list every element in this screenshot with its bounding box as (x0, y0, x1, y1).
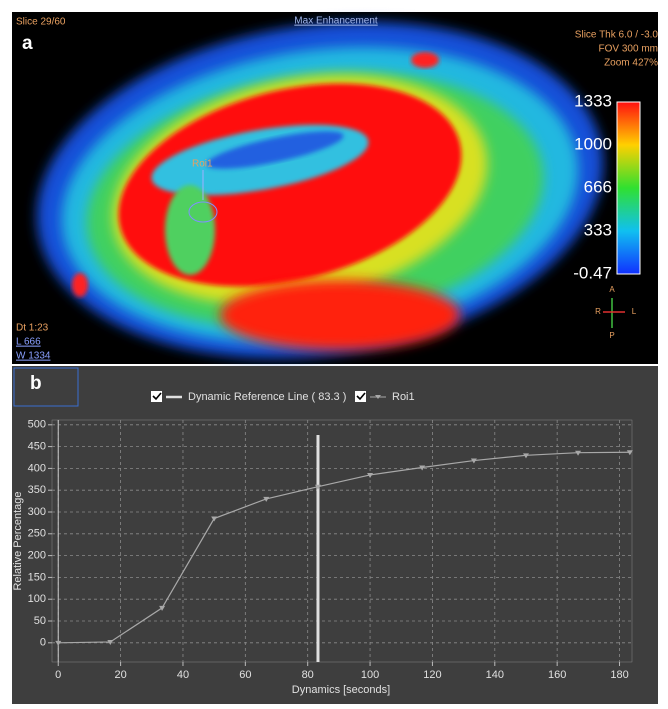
y-tick-label: 400 (28, 462, 46, 474)
info-line: Slice Thk 6.0 / -3.0 (575, 30, 659, 41)
y-tick-label: 50 (34, 615, 46, 627)
y-tick-label: 0 (40, 637, 46, 649)
bottom-info: W 1334 (16, 351, 51, 362)
y-tick-label: 200 (28, 550, 46, 562)
x-tick-label: 80 (302, 669, 314, 681)
slice-info: Slice 29/60 (16, 17, 66, 28)
x-tick-label: 180 (610, 669, 628, 681)
x-tick-label: 20 (114, 669, 126, 681)
colorbar-tick-label: -0.47 (573, 263, 612, 282)
x-tick-label: 100 (361, 669, 379, 681)
roi-label: Roi1 (192, 159, 213, 170)
legend-label: Roi1 (392, 391, 415, 403)
x-tick-label: 40 (177, 669, 189, 681)
x-tick-label: 0 (55, 669, 61, 681)
y-tick-label: 500 (28, 419, 46, 431)
x-tick-label: 160 (548, 669, 566, 681)
info-line: FOV 300 mm (599, 44, 658, 55)
bottom-info: L 666 (16, 337, 41, 348)
orientation: A (609, 285, 615, 294)
mode-label: Max Enhancement (294, 16, 378, 27)
orientation: R (595, 307, 601, 316)
page: a Slice 29/60 Max Enhancement Slice Thk … (0, 0, 668, 709)
figure: a Slice 29/60 Max Enhancement Slice Thk … (0, 0, 668, 704)
bottom-info: Dt 1:23 (16, 323, 49, 334)
info-line: Zoom 427% (604, 58, 658, 69)
y-tick-label: 150 (28, 571, 46, 583)
colorbar-tick-label: 333 (584, 220, 612, 239)
y-tick-label: 100 (28, 593, 46, 605)
x-tick-label: 140 (486, 669, 504, 681)
x-tick-label: 120 (423, 669, 441, 681)
plot-area (52, 420, 632, 662)
colorbar (617, 102, 640, 274)
colorbar-tick-label: 666 (584, 178, 612, 197)
y-tick-label: 250 (28, 528, 46, 540)
x-axis-label: Dynamics [seconds] (292, 684, 390, 696)
colorbar-tick-label: 1333 (574, 91, 612, 110)
x-tick-label: 60 (239, 669, 251, 681)
panel-label: a (22, 33, 33, 54)
y-tick-label: 450 (28, 441, 46, 453)
panel-label: b (30, 373, 42, 394)
y-tick-label: 300 (28, 506, 46, 518)
orientation: P (609, 331, 614, 340)
colorbar-tick-label: 1000 (574, 134, 612, 153)
y-tick-label: 350 (28, 484, 46, 496)
y-axis-label: Relative Percentage (12, 491, 24, 590)
legend-label: Dynamic Reference Line ( 83.3 ) (188, 391, 346, 403)
orientation: L (632, 307, 637, 316)
